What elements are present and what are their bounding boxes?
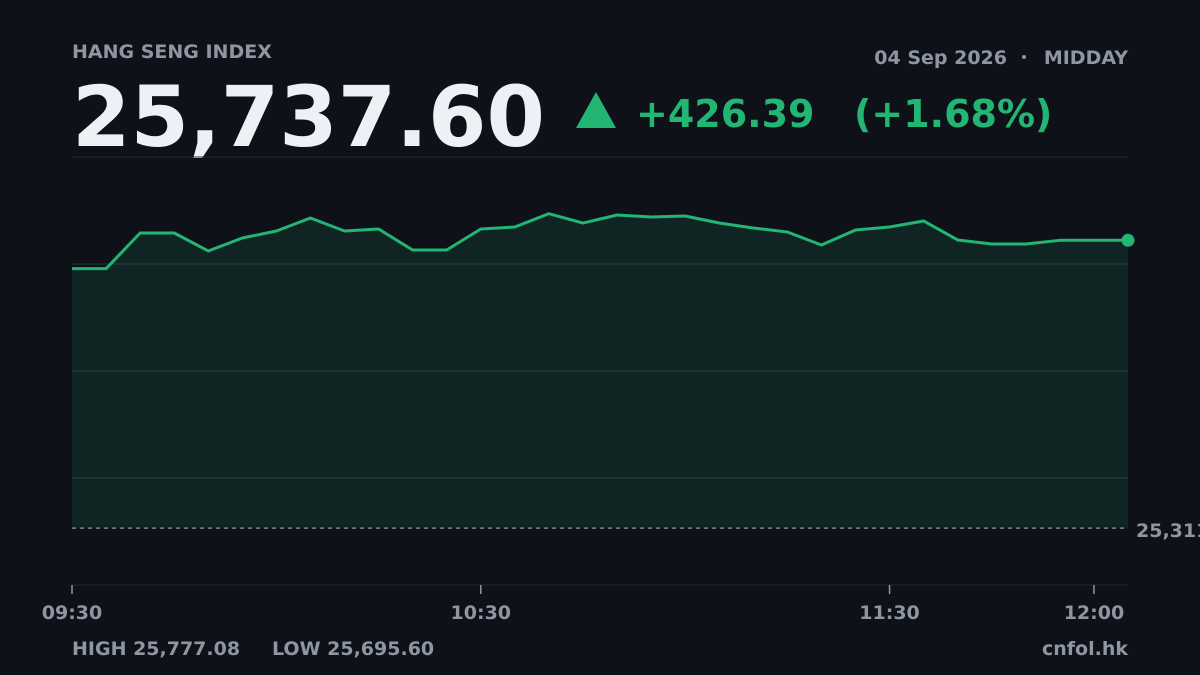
day-high: HIGH 25,777.08 [72, 638, 240, 660]
area-fill [72, 213, 1128, 529]
separator-dot [1022, 55, 1026, 59]
session: MIDDAY [1044, 47, 1128, 69]
x-tick-label: 10:30 [451, 602, 511, 624]
price-line [72, 212, 1128, 271]
x-tick-label: 12:00 [1064, 602, 1124, 624]
source: cnfol.hk [1042, 638, 1128, 660]
date: 04 Sep 2026 [874, 47, 1007, 69]
day-low: LOW 25,695.60 [272, 638, 434, 660]
up-arrow [576, 92, 616, 128]
x-tick-label: 09:30 [42, 602, 102, 624]
change: +426.39 [636, 92, 814, 136]
change-percent: (+1.68%) [854, 92, 1052, 136]
index-title: HANG SENG INDEX [72, 41, 272, 63]
last-point [1121, 233, 1135, 247]
x-tick-label: 11:30 [859, 602, 919, 624]
last-price: 25,737.60 [72, 68, 545, 166]
reference-label: 25,311.21 [1136, 520, 1200, 542]
